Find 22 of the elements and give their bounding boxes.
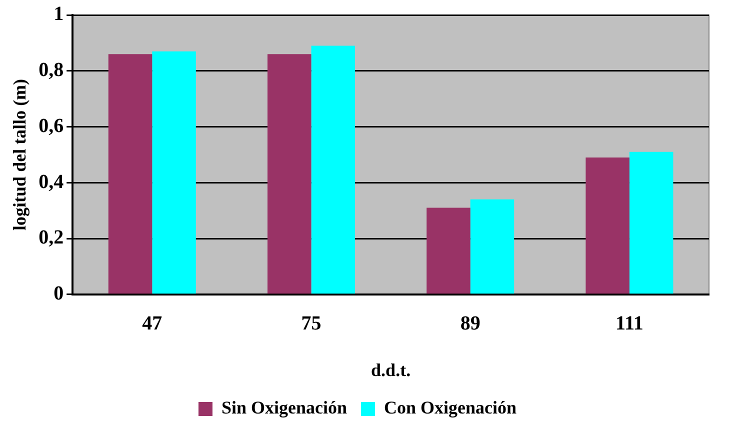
y-axis-title: logitud del tallo (m)	[9, 78, 30, 230]
x-tick-label: 75	[301, 312, 322, 335]
bar	[586, 157, 630, 294]
y-tick-label: 0,8	[38, 59, 64, 82]
y-tick-label: 1	[54, 3, 64, 26]
bar	[152, 51, 196, 294]
bar	[426, 208, 470, 294]
x-tick-label: 111	[616, 312, 644, 335]
x-tick-label: 89	[460, 312, 480, 335]
legend-label: Con Oxigenación	[384, 398, 517, 418]
y-tick-label: 0	[54, 282, 64, 305]
x-axis-title: d.d.t.	[371, 360, 411, 380]
bar	[108, 54, 152, 294]
legend-label: Sin Oxigenación	[221, 398, 348, 418]
bar	[311, 46, 356, 294]
bar	[268, 54, 312, 294]
bar	[629, 152, 674, 294]
y-tick-label: 0,2	[38, 226, 64, 249]
bar	[470, 199, 514, 294]
y-tick-label: 0,4	[38, 170, 64, 193]
x-tick-label: 47	[142, 312, 162, 335]
y-tick-label: 0,6	[38, 114, 64, 137]
